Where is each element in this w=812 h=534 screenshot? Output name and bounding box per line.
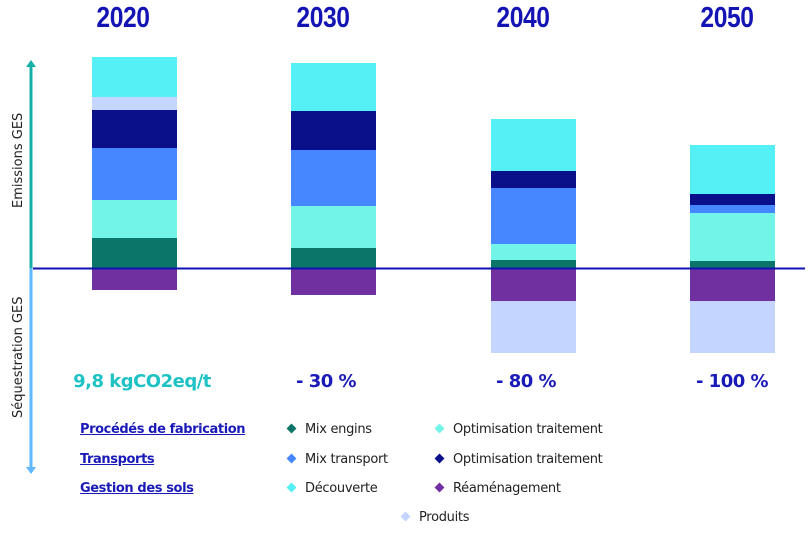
reduction-label: - 100 % [695,371,769,392]
bar-segment [92,268,177,290]
bar-segment [491,244,576,260]
bar-segment [291,206,376,248]
year-label: 2020 [96,2,150,34]
bar-segment [92,57,177,97]
legend-group-procedes[interactable]: Procédés de fabrication [80,422,246,437]
baseline-value: 9,8 kgCO2eq/t [73,371,211,392]
bar-segment [690,213,775,261]
legend-label: Découverte [305,481,378,496]
year-label: 2030 [296,2,350,34]
legend-item-mix-engins: Mix engins [286,422,372,437]
legend-label: Mix transport [305,452,388,467]
bar-segment [491,301,576,353]
bar-segment [291,268,376,295]
legend-item-decouverte: Découverte [286,481,378,496]
bar-segment [690,145,775,194]
bar-segment [92,200,177,238]
bar-segment [690,194,775,205]
year-label: 2050 [700,2,754,34]
bar-segment [92,238,177,268]
legend-item-optimisation-traitement: Optimisation traitement [434,422,603,437]
diamond-icon [286,423,297,434]
bar-segment [690,261,775,268]
legend-label: Mix engins [305,422,372,437]
bar-segment [690,268,775,301]
diamond-icon [400,511,411,522]
arrow-up-icon [26,60,36,67]
diamond-icon [434,482,445,493]
bar-segment [491,119,576,171]
legend-item-produits: Produits [400,510,470,525]
diamond-icon [434,453,445,464]
bar-segment [92,110,177,148]
year-label: 2040 [496,2,550,34]
bar-segment [92,97,177,110]
y-axis-label-sequestration: Séquestration GES [11,296,26,419]
legend-item-mix-transport: Mix transport [286,452,388,467]
legend-label: Produits [419,510,470,525]
legend-group-gestion-sols[interactable]: Gestion des sols [80,481,194,496]
bar-segment [491,268,576,301]
diamond-icon [434,423,445,434]
bar-segment [491,260,576,268]
legend-label: Réaménagement [453,481,561,496]
bar-segment [291,248,376,268]
diamond-icon [286,453,297,464]
bar-segment [491,188,576,244]
legend-group-transports[interactable]: Transports [80,452,155,467]
legend-item-optimisation-transport: Optimisation traitement [434,452,603,467]
bar-segment [291,150,376,206]
bar-segment [291,63,376,111]
legend-label: Optimisation traitement [453,422,603,437]
y-axis-label-emissions: Emissions GES [11,112,26,208]
diamond-icon [286,482,297,493]
bar-segment [92,148,177,200]
bar-segment [491,171,576,188]
legend-item-reamenagement: Réaménagement [434,481,561,496]
reduction-label: - 30 % [295,371,357,392]
reduction-label: - 80 % [495,371,557,392]
bar-segment [291,111,376,150]
arrow-down-icon [26,467,36,474]
bar-segment [690,205,775,213]
legend-label: Optimisation traitement [453,452,603,467]
bar-segment [690,301,775,353]
